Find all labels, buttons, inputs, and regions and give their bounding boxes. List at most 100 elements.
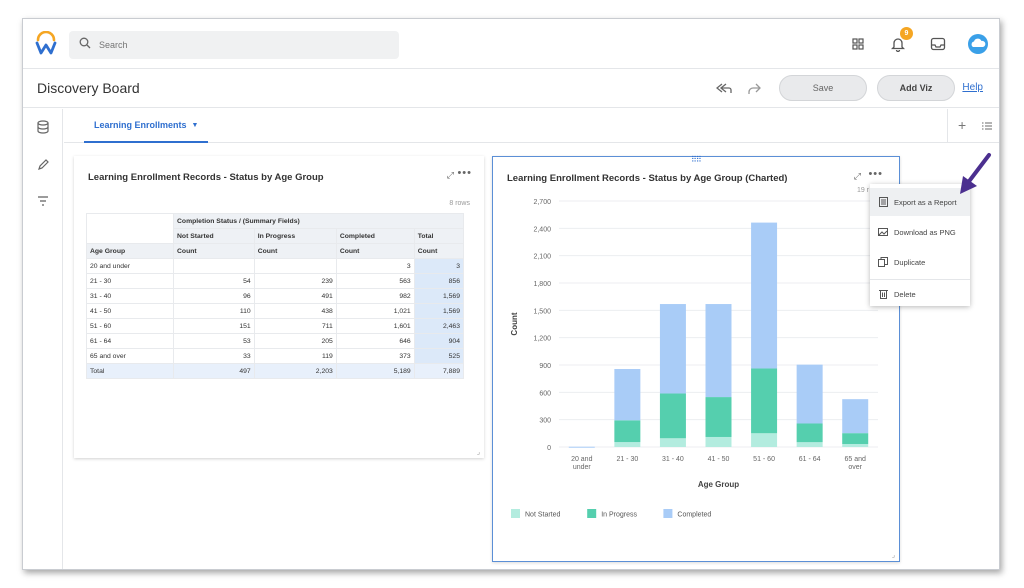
col-header: In Progress — [253, 228, 337, 244]
expand-icon[interactable]: ⤢ — [446, 170, 454, 180]
undo-icon[interactable] — [715, 80, 733, 98]
y-tick-label: 300 — [539, 418, 551, 425]
bar-segment — [796, 442, 823, 447]
table-cell-completed: 1,601 — [335, 318, 415, 334]
pivot-table: Completion Status / (Summary Fields) Not… — [85, 213, 465, 379]
x-tick-label: over — [848, 464, 862, 471]
table-row: 41 - 50 110 438 1,021 1,569 — [85, 303, 465, 319]
table-row: Total 497 2,203 5,189 7,889 — [85, 363, 465, 379]
legend-label: Completed — [677, 512, 711, 519]
search-box[interactable] — [69, 31, 399, 59]
resize-handle[interactable]: ⌟ — [891, 552, 895, 559]
workday-logo-icon[interactable] — [35, 30, 57, 55]
table-cell-total: 2,463 — [413, 318, 465, 334]
row-count: 8 rows — [449, 200, 470, 207]
menu-item-duplicate[interactable]: Duplicate — [870, 248, 970, 276]
trash-icon — [878, 289, 888, 299]
count-label: Count — [335, 243, 415, 259]
page-title: Discovery Board — [37, 80, 140, 96]
table-cell-not-started: 110 — [173, 303, 255, 319]
chart-viz-card[interactable]: ⠿⠿ Learning Enrollment Records - Status … — [492, 155, 900, 562]
drag-handle-icon[interactable]: ⠿⠿ — [691, 155, 702, 164]
menu-item-label: Duplicate — [894, 257, 926, 267]
tab-actions: + — [947, 109, 999, 143]
x-tick-label: 41 - 50 — [708, 456, 730, 463]
row-count: 19 r — [856, 187, 869, 194]
table-cell-total: 7,889 — [413, 363, 465, 379]
search-input[interactable] — [99, 40, 379, 50]
add-viz-button[interactable]: Add Viz — [877, 75, 955, 101]
search-icon — [79, 36, 91, 54]
table-cell-age: 20 and under — [85, 258, 175, 274]
more-options-icon[interactable]: ••• — [868, 168, 883, 180]
col-header: Completed — [335, 228, 415, 244]
bar-segment — [751, 222, 778, 369]
image-icon — [878, 227, 888, 237]
share-icon[interactable] — [745, 80, 763, 98]
report-icon — [878, 197, 888, 207]
user-avatar-icon[interactable] — [967, 33, 989, 55]
table-cell-completed: 3 — [335, 258, 415, 274]
menu-item-export-report[interactable]: Export as a Report — [870, 188, 970, 216]
help-link[interactable]: Help — [962, 82, 983, 93]
table-cell-not-started: 151 — [173, 318, 255, 334]
menu-item-download-png[interactable]: Download as PNG — [870, 218, 970, 246]
bar-segment — [614, 369, 641, 421]
menu-item-delete[interactable]: Delete — [870, 280, 970, 308]
y-tick-label: 1,800 — [533, 281, 551, 288]
table-cell-total: 1,569 — [413, 288, 465, 304]
pencil-icon[interactable] — [35, 157, 51, 173]
x-tick-label: under — [573, 464, 592, 471]
tab-learning-enrollments[interactable]: Learning Enrollments ▼ — [84, 109, 209, 143]
table-cell-completed: 5,189 — [335, 363, 415, 379]
duplicate-icon — [878, 257, 888, 267]
x-tick-label: 61 - 64 — [799, 456, 821, 463]
inbox-icon[interactable] — [927, 33, 949, 55]
viz-options-menu: Export as a Report Download as PNG Dupli… — [870, 184, 970, 306]
table-cell-age: 61 - 64 — [85, 333, 175, 349]
x-tick-label: 65 and — [845, 456, 867, 463]
table-row: 21 - 30 54 239 563 856 — [85, 273, 465, 289]
table-row: 65 and over 33 119 373 525 — [85, 348, 465, 364]
data-source-icon[interactable] — [35, 119, 51, 135]
more-options-icon[interactable]: ••• — [457, 167, 472, 179]
table-viz-card[interactable]: Learning Enrollment Records - Status by … — [74, 156, 484, 458]
table-cell-age: 31 - 40 — [85, 288, 175, 304]
table-cell-age: 51 - 60 — [85, 318, 175, 334]
y-tick-label: 2,400 — [533, 226, 551, 233]
y-tick-label: 2,100 — [533, 254, 551, 261]
apps-grid-icon[interactable] — [847, 33, 869, 55]
table-cell-not-started: 96 — [173, 288, 255, 304]
y-tick-label: 1,500 — [533, 308, 551, 315]
bar-segment — [705, 304, 732, 398]
legend-label: In Progress — [601, 512, 637, 519]
notifications-bell-icon[interactable]: 9 — [887, 27, 913, 55]
expand-icon[interactable]: ⤢ — [853, 171, 861, 181]
save-button[interactable]: Save — [779, 75, 867, 101]
add-tab-icon[interactable]: + — [958, 117, 967, 133]
y-axis-label: Count — [510, 312, 519, 335]
y-tick-label: 600 — [539, 390, 551, 397]
filter-icon[interactable] — [35, 193, 51, 209]
table-cell-completed: 646 — [335, 333, 415, 349]
legend-swatch — [663, 509, 673, 518]
table-cell-completed: 1,021 — [335, 303, 415, 319]
chart-card-title: Learning Enrollment Records - Status by … — [507, 173, 788, 184]
bar-segment — [705, 397, 732, 437]
list-menu-icon[interactable] — [982, 118, 992, 136]
legend-swatch — [511, 509, 520, 518]
table-cell-total: 1,569 — [413, 303, 465, 319]
table-cell-age: Total — [85, 363, 175, 379]
chevron-down-icon: ▼ — [191, 121, 199, 129]
menu-item-label: Delete — [894, 289, 916, 299]
resize-handle[interactable]: ⌟ — [476, 449, 480, 456]
menu-item-label: Download as PNG — [894, 227, 956, 237]
table-cell-total: 3 — [413, 258, 465, 274]
y-tick-label: 1,200 — [533, 336, 551, 343]
table-cell-in-progress: 438 — [253, 303, 337, 319]
table-cell-age: 21 - 30 — [85, 273, 175, 289]
table-row: 20 and under 3 3 — [85, 258, 465, 274]
table-cell-in-progress: 491 — [253, 288, 337, 304]
y-tick-label: 900 — [539, 363, 551, 370]
col-header: Not Started — [173, 228, 255, 244]
